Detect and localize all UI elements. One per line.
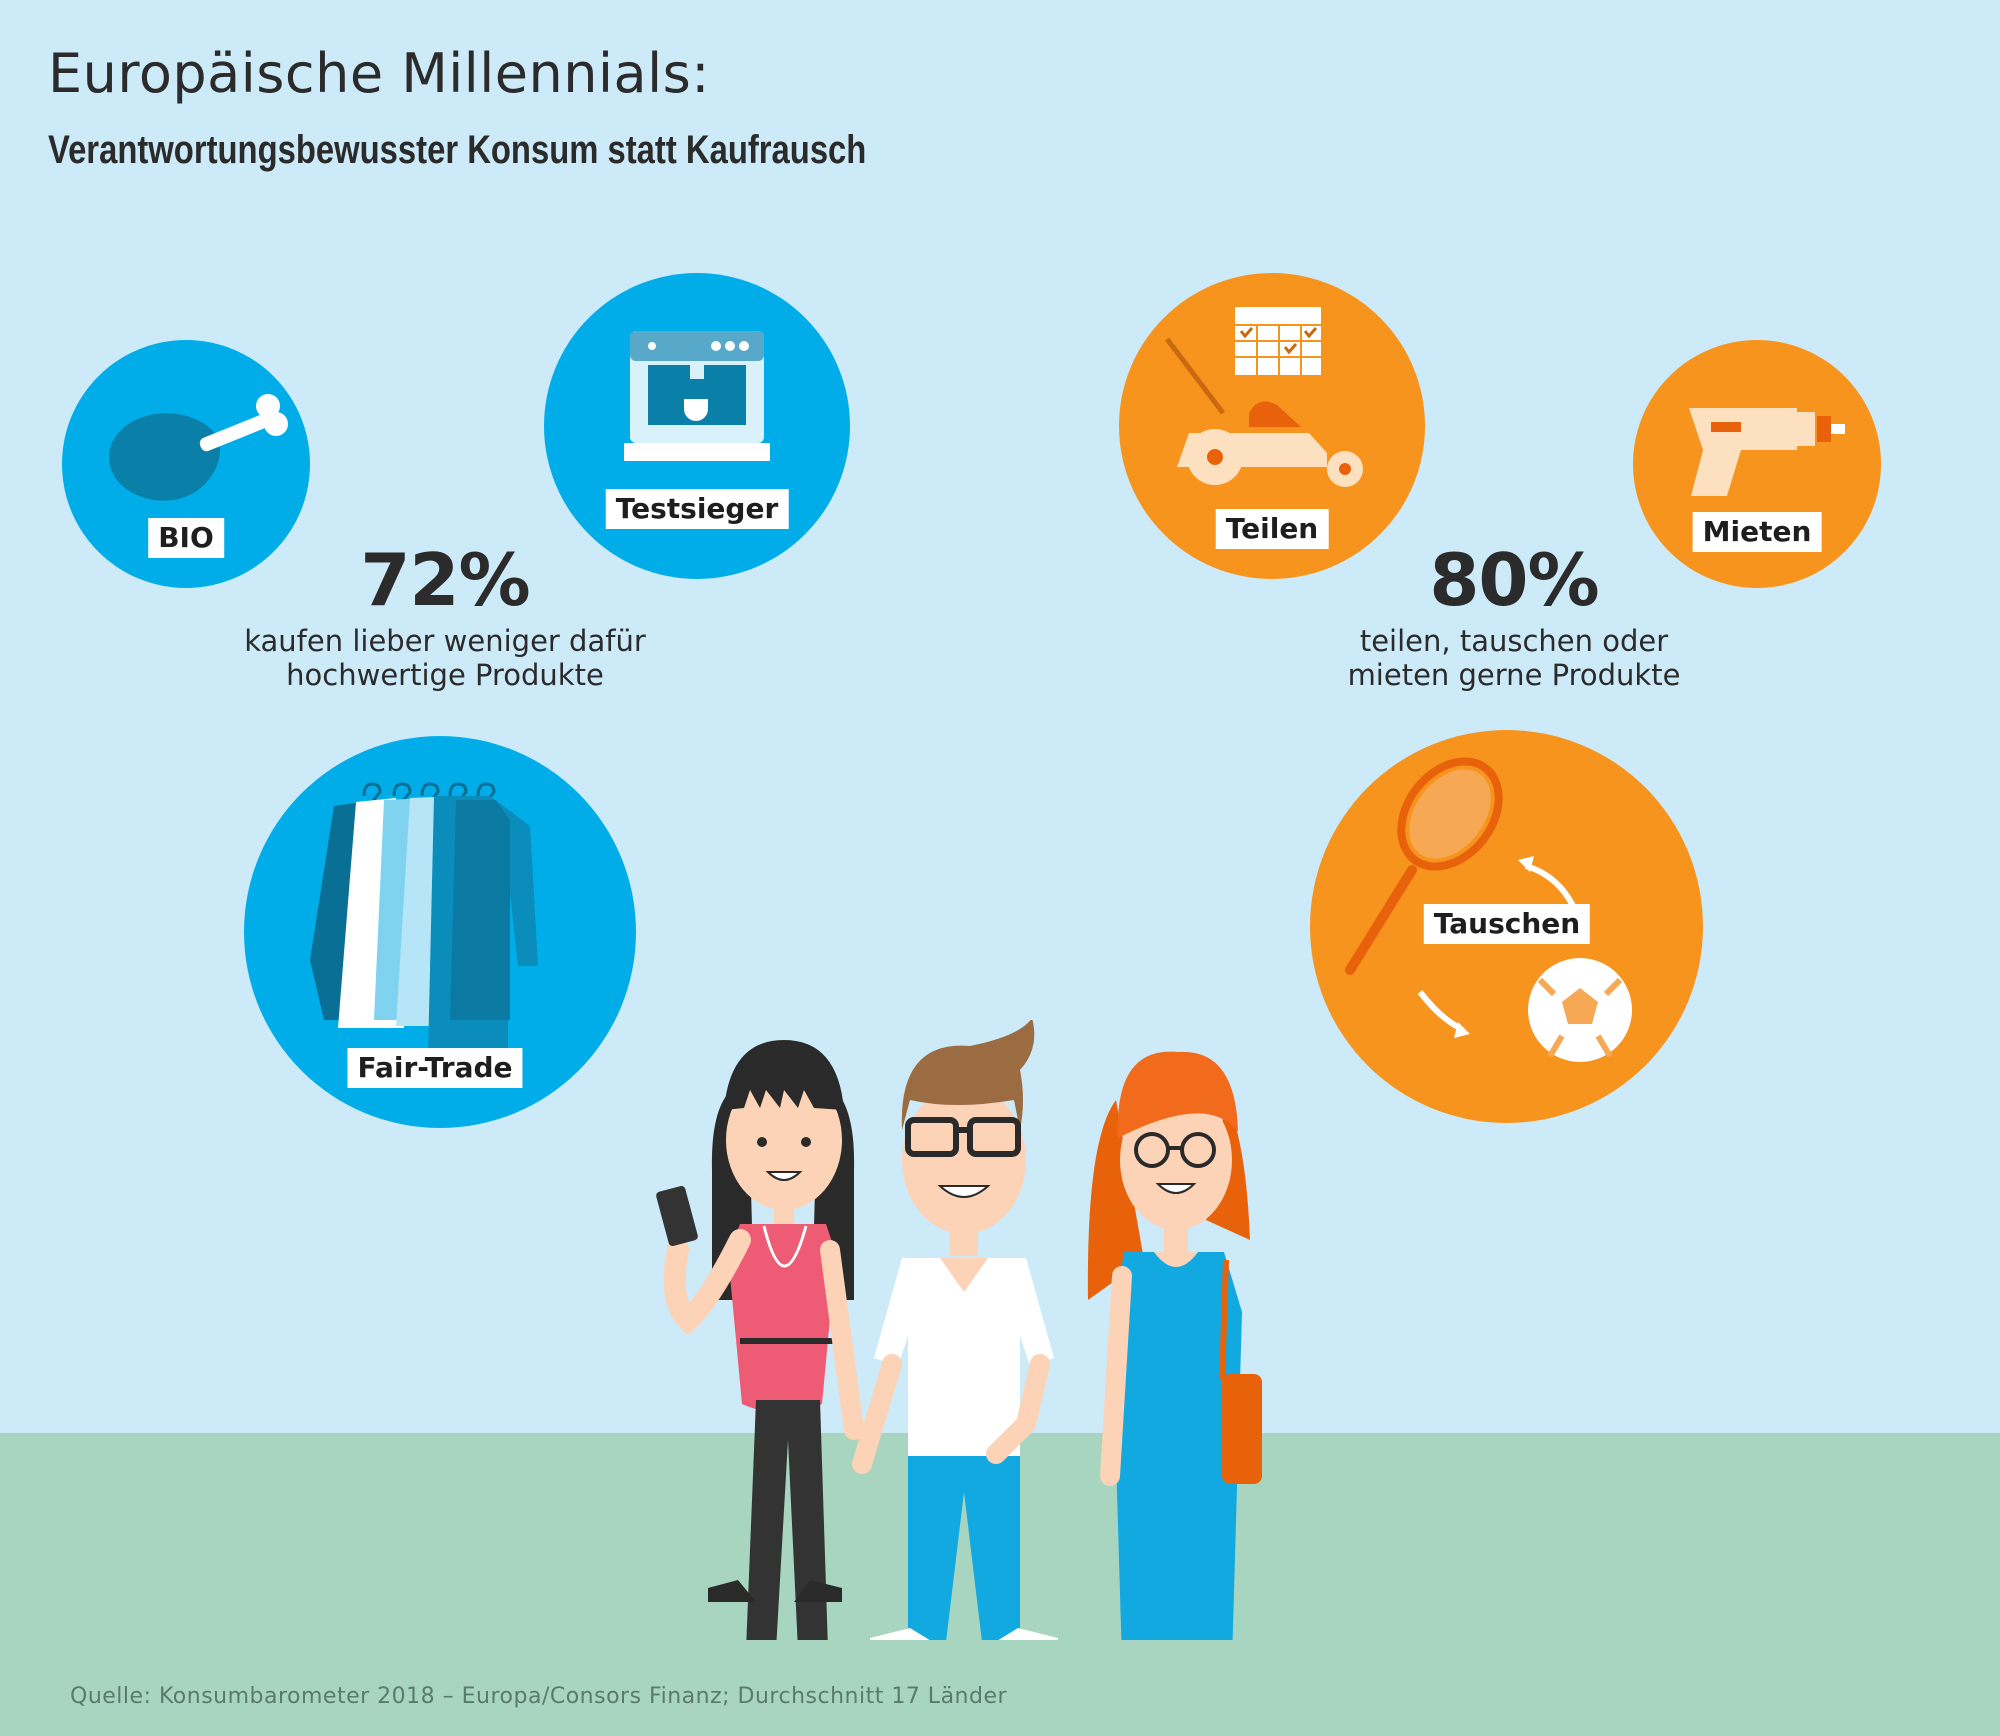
tauschen-circle: Tauschen bbox=[1310, 730, 1703, 1123]
man-with-glasses bbox=[852, 1020, 1058, 1640]
left-description-line2: hochwertige Produkte bbox=[286, 658, 604, 692]
right-description-line1: teilen, tauschen oder bbox=[1359, 624, 1669, 658]
three-millennials-illustration bbox=[656, 1020, 1262, 1640]
teilen-tag: Teilen bbox=[1215, 509, 1329, 549]
source-note: Quelle: Konsumbarometer 2018 – Europa/Co… bbox=[70, 1684, 1008, 1709]
page-title: Europäische Millennials: bbox=[48, 42, 710, 105]
testsieger-tag: Testsieger bbox=[605, 489, 789, 529]
fair-trade-tag: Fair-Trade bbox=[347, 1048, 523, 1088]
right-percent: 80% bbox=[1429, 538, 1599, 622]
clothes-rack-icon bbox=[310, 782, 538, 1056]
left-description: kaufen lieber weniger dafür hochwertige … bbox=[244, 624, 646, 692]
coffee-machine-icon bbox=[624, 331, 770, 461]
racket-ball-swap-icon bbox=[1345, 757, 1632, 1062]
right-description: teilen, tauschen oder mieten gerne Produ… bbox=[1348, 624, 1681, 692]
lawnmower-calendar-icon bbox=[1165, 307, 1363, 487]
teilen-circle: Teilen bbox=[1119, 273, 1425, 579]
testsieger-circle: Testsieger bbox=[544, 273, 850, 579]
right-description-line2: mieten gerne Produkte bbox=[1347, 658, 1681, 692]
woman-with-phone bbox=[656, 1040, 864, 1640]
woman-with-bag bbox=[1087, 1051, 1262, 1640]
mieten-tag: Mieten bbox=[1692, 512, 1822, 552]
drill-icon bbox=[1689, 408, 1845, 496]
bio-circle: BIO bbox=[62, 340, 310, 588]
fair-trade-circle: Fair-Trade bbox=[244, 736, 636, 1128]
tauschen-tag: Tauschen bbox=[1423, 904, 1591, 944]
chicken-leg-icon bbox=[109, 394, 288, 501]
mieten-circle: Mieten bbox=[1633, 340, 1881, 588]
page-subtitle: Verantwortungsbewusster Konsum statt Kau… bbox=[48, 128, 867, 172]
left-description-line1: kaufen lieber weniger dafür bbox=[244, 624, 646, 658]
left-percent: 72% bbox=[360, 538, 530, 622]
bio-tag: BIO bbox=[148, 518, 224, 558]
